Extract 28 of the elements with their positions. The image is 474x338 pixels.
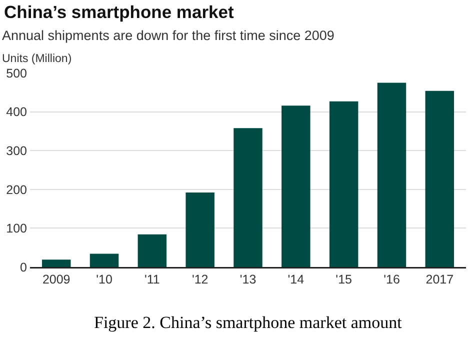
- y-tick-label: 0: [20, 260, 28, 274]
- y-tick-label: 300: [6, 144, 28, 158]
- x-tick-label: '10: [96, 272, 112, 286]
- bar: [42, 260, 71, 267]
- y-tick-label: 100: [6, 222, 28, 236]
- y-tick-label: 200: [6, 182, 28, 197]
- y-tick-label: 500: [6, 66, 28, 80]
- chart-subtitle: Annual shipments are down for the first time since 2009: [2, 28, 334, 43]
- x-tick-label: '13: [240, 272, 256, 286]
- x-tick-label: 2009: [42, 272, 70, 286]
- y-tick-label: 400: [6, 105, 28, 120]
- x-tick-label: '11: [144, 272, 160, 286]
- bar: [186, 192, 214, 267]
- y-axis-title: Units (Million): [2, 53, 72, 65]
- caption: Figure 2. China’s smartphone market amount: [94, 313, 402, 332]
- x-tick-label: '14: [288, 272, 304, 286]
- x-tick-label: '15: [336, 272, 352, 286]
- bar: [425, 90, 454, 267]
- x-tick-label: 2017: [426, 272, 454, 286]
- bar: [377, 82, 406, 267]
- bar: [234, 128, 262, 267]
- chart-title: China’s smartphone market: [4, 2, 234, 22]
- bar: [90, 254, 119, 267]
- x-tick-label: '12: [192, 272, 208, 286]
- bar: [329, 101, 358, 267]
- bar: [138, 234, 167, 267]
- bar: [282, 106, 310, 267]
- x-tick-label: '16: [384, 272, 400, 286]
